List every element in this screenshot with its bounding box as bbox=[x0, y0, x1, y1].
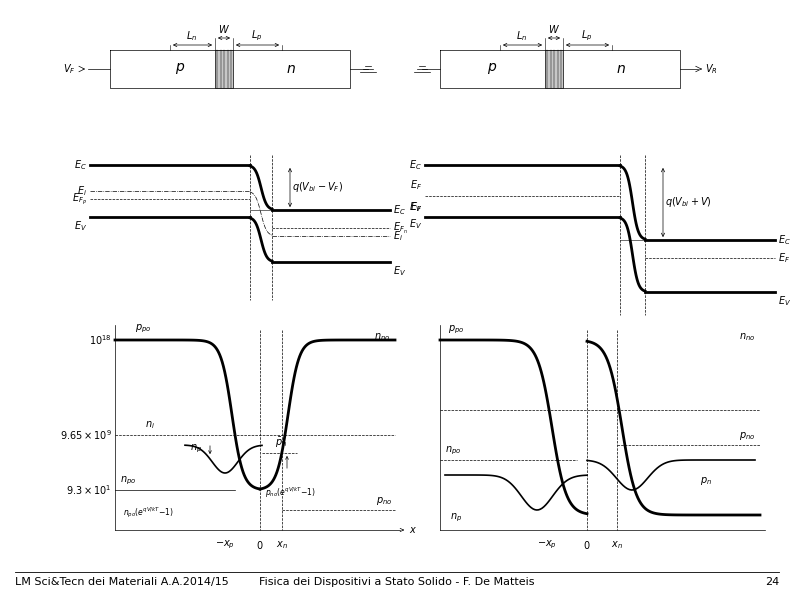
Text: $V_F$: $V_F$ bbox=[64, 62, 76, 76]
Text: $n_{po}(e^{qV/kT}{-}1)$: $n_{po}(e^{qV/kT}{-}1)$ bbox=[123, 506, 174, 520]
Text: $n_{po}$: $n_{po}$ bbox=[120, 475, 137, 487]
Text: $x_n$: $x_n$ bbox=[611, 539, 623, 551]
Text: $E_V$: $E_V$ bbox=[74, 219, 87, 233]
Bar bbox=[545, 50, 563, 88]
Text: $-x_p$: $-x_p$ bbox=[537, 539, 557, 552]
Text: $n_i$: $n_i$ bbox=[145, 419, 155, 431]
Text: Fisica dei Dispositivi a Stato Solido - F. De Matteis: Fisica dei Dispositivi a Stato Solido - … bbox=[260, 577, 534, 587]
Text: $9.65\times10^{9}$: $9.65\times10^{9}$ bbox=[60, 428, 112, 442]
Bar bbox=[215, 50, 233, 88]
Text: $E_F$: $E_F$ bbox=[410, 200, 422, 214]
Text: $E_C$: $E_C$ bbox=[778, 233, 791, 247]
Text: $E_V$: $E_V$ bbox=[409, 200, 422, 214]
Text: $q(V_{bi}-V_F)$: $q(V_{bi}-V_F)$ bbox=[292, 180, 343, 194]
Text: $E_{F_n}$: $E_{F_n}$ bbox=[393, 221, 408, 236]
Text: $E_V$: $E_V$ bbox=[778, 294, 791, 308]
Text: $p_{no}$: $p_{no}$ bbox=[738, 430, 755, 442]
Text: $L_p$: $L_p$ bbox=[251, 29, 263, 43]
Text: $-x_p$: $-x_p$ bbox=[215, 539, 235, 552]
Text: $x_n$: $x_n$ bbox=[276, 539, 288, 551]
Text: $p_{no}(e^{qV/kT}{-}1)$: $p_{no}(e^{qV/kT}{-}1)$ bbox=[265, 486, 316, 500]
Text: $n$: $n$ bbox=[616, 62, 626, 76]
Text: $L_p$: $L_p$ bbox=[581, 29, 592, 43]
Text: $9.3\times10^{1}$: $9.3\times10^{1}$ bbox=[67, 483, 112, 497]
Text: $p_{po}$: $p_{po}$ bbox=[448, 324, 464, 336]
Text: $L_n$: $L_n$ bbox=[187, 29, 198, 43]
Text: $n$: $n$ bbox=[286, 62, 296, 76]
Text: $q(V_{bi}+V)$: $q(V_{bi}+V)$ bbox=[665, 195, 711, 209]
Text: $0$: $0$ bbox=[256, 539, 264, 551]
Text: $p$: $p$ bbox=[175, 61, 185, 77]
Text: $E_{F_P}$: $E_{F_P}$ bbox=[72, 192, 87, 206]
Text: $E_V$: $E_V$ bbox=[393, 264, 407, 278]
Text: $E_i$: $E_i$ bbox=[393, 229, 403, 243]
Text: $p_{po}$: $p_{po}$ bbox=[135, 322, 152, 335]
Text: $E_F$: $E_F$ bbox=[778, 251, 790, 265]
Text: $\bar{p}_n$: $\bar{p}_n$ bbox=[275, 436, 287, 450]
Text: $E_C$: $E_C$ bbox=[409, 158, 422, 172]
Text: $n_p$: $n_p$ bbox=[450, 512, 462, 524]
Text: $W$: $W$ bbox=[548, 23, 560, 35]
Text: $W$: $W$ bbox=[218, 23, 230, 35]
Text: $L_n$: $L_n$ bbox=[516, 29, 528, 43]
Text: $0$: $0$ bbox=[584, 539, 591, 551]
Text: $E_C$: $E_C$ bbox=[393, 203, 406, 217]
Text: $p$: $p$ bbox=[487, 61, 497, 77]
Text: $10^{18}$: $10^{18}$ bbox=[89, 333, 112, 347]
Text: 24: 24 bbox=[765, 577, 779, 587]
Text: LM Sci&Tecn dei Materiali A.A.2014/15: LM Sci&Tecn dei Materiali A.A.2014/15 bbox=[15, 577, 229, 587]
Text: $n_p$: $n_p$ bbox=[190, 443, 202, 455]
Text: $E_F$: $E_F$ bbox=[410, 178, 422, 192]
Text: $n_{no}$: $n_{no}$ bbox=[738, 331, 755, 343]
Text: $p_{no}$: $p_{no}$ bbox=[376, 495, 392, 507]
Text: $V_R$: $V_R$ bbox=[705, 62, 718, 76]
Text: $E_V$: $E_V$ bbox=[409, 217, 422, 231]
Text: $x$: $x$ bbox=[409, 525, 417, 535]
Text: $E_i$: $E_i$ bbox=[77, 184, 87, 198]
Text: $n_{po}$: $n_{po}$ bbox=[445, 444, 461, 457]
Text: $n_{no}$: $n_{no}$ bbox=[374, 331, 390, 343]
Text: $p_n$: $p_n$ bbox=[700, 475, 712, 487]
Text: $E_C$: $E_C$ bbox=[74, 158, 87, 172]
